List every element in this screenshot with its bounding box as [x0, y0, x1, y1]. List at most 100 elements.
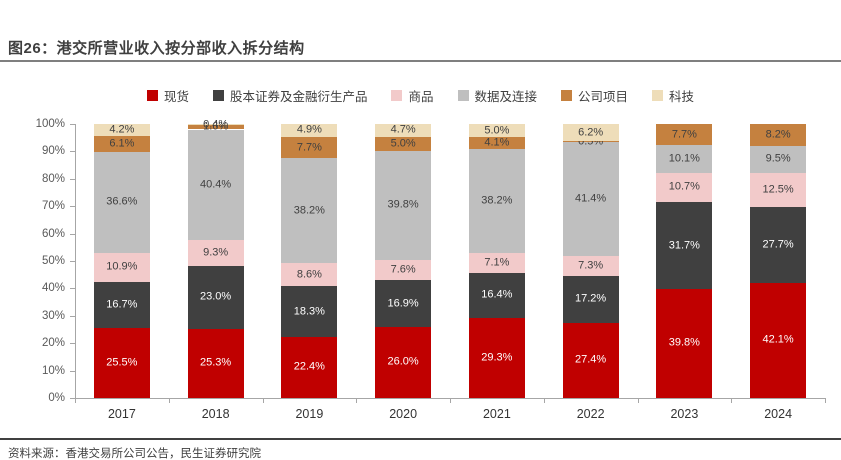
y-axis-tick: [70, 315, 75, 317]
legend-item: 科技: [652, 86, 694, 105]
y-axis-tick: [70, 343, 75, 345]
y-axis-tick: [70, 233, 75, 235]
legend-swatch-icon: [457, 89, 469, 101]
bar-segment: [93, 282, 150, 329]
y-axis-tick-label: 50%: [41, 255, 65, 267]
title-underline: [0, 60, 841, 62]
legend-item: 现货: [146, 86, 189, 105]
bar-segment: [468, 317, 525, 398]
bar-segment: [187, 129, 244, 241]
bar-segment: [656, 202, 713, 289]
bar-segment: [93, 152, 150, 253]
legend-item: 股本证券及金融衍生产品: [212, 86, 368, 105]
bar-segment: [375, 259, 432, 281]
bar-segment: [187, 240, 244, 266]
x-axis-tick: [637, 398, 639, 403]
source-note: 资料来源：香港交易所公司公告，民生证券研究院: [8, 448, 261, 460]
bar-segment: [468, 148, 525, 254]
legend-item: 商品: [391, 86, 434, 105]
legend-label: 科技: [669, 89, 695, 104]
x-axis-tick: [75, 398, 76, 403]
legend-swatch-icon: [146, 89, 158, 101]
legend-label: 现货: [163, 89, 189, 104]
bar-segment: [468, 137, 525, 149]
bar-segment: [187, 124, 244, 126]
bar-segment: [562, 141, 619, 143]
x-axis-category-label: 2023: [670, 407, 699, 421]
y-axis-tick-label: 20%: [41, 337, 65, 350]
bar-segment: [750, 172, 807, 207]
x-axis-tick: [450, 398, 451, 403]
bar-column: 27.4% 17.2% 7.3% 41.4% 0.5% 6.2%: [562, 124, 619, 398]
bar-segment: [562, 255, 619, 276]
bar-column: 42.1% 27.7% 12.5% 9.5% 8.2%: [750, 124, 807, 398]
chart-legend: 现货 股本证券及金融衍生产品 商品 数据及连接 公司项目 科技: [0, 86, 841, 104]
bar-segment: [562, 124, 619, 141]
x-axis-category-label: 2019: [295, 407, 324, 421]
legend-swatch-icon: [212, 89, 224, 101]
legend-swatch-icon: [391, 89, 403, 101]
bar-segment: [656, 145, 713, 173]
bar-segment: [93, 135, 150, 153]
bar-segment: [281, 158, 338, 263]
bar-segment: [375, 124, 432, 137]
y-axis-tick-label: 30%: [41, 309, 65, 322]
bar-segment: [562, 142, 619, 256]
bar-segment: [750, 282, 807, 398]
y-axis-tick: [70, 288, 75, 290]
bar-column: 26.0% 16.9% 7.6% 39.8% 5.0% 4.7%: [375, 124, 432, 398]
bar-segment: [468, 272, 525, 318]
legend-label: 股本证券及金融衍生产品: [229, 89, 368, 104]
bar-segment: [93, 124, 150, 136]
chart-title: 图26：港交所营业收入按分部收入拆分结构: [8, 40, 305, 57]
footer-rule: [0, 438, 841, 440]
bar-column: 25.5% 16.7% 10.9% 36.6% 6.1% 4.2%: [93, 124, 150, 398]
x-axis-tick: [262, 398, 264, 403]
bar-column: 39.8% 31.7% 10.7% 10.1% 7.7%: [656, 124, 713, 398]
bar-segment: [656, 288, 713, 398]
legend-label: 商品: [408, 89, 434, 104]
bar-segment: [375, 136, 432, 151]
y-axis-tick-label: 80%: [41, 172, 65, 185]
legend-label: 公司项目: [578, 89, 629, 104]
bar-segment: [375, 150, 432, 260]
x-axis-category-label: 2024: [764, 407, 793, 421]
bar-segment: [750, 124, 807, 147]
y-axis-tick-label: 40%: [41, 282, 65, 295]
y-axis-tick-label: 0%: [48, 392, 65, 404]
y-axis-tick: [70, 151, 75, 153]
x-axis-tick: [731, 398, 733, 403]
bar-segment: [468, 253, 525, 273]
bar-segment: [656, 124, 713, 146]
y-axis-tick-label: 70%: [41, 200, 65, 213]
bar-segment: [750, 206, 807, 283]
y-axis-tick-label: 90%: [41, 145, 65, 158]
bar-column: 25.3% 23.0% 9.3% 40.4% 1.6% 0.4%: [187, 119, 244, 398]
y-axis-tick-label: 10%: [41, 364, 65, 377]
y-axis-tick: [70, 178, 75, 180]
bar-segment: [375, 280, 432, 327]
x-axis-category-label: 2020: [389, 407, 418, 421]
bar-segment: [281, 137, 338, 159]
bar-segment: [281, 262, 338, 287]
bar-column: 22.4% 18.3% 8.6% 38.2% 7.7% 4.9%: [281, 123, 338, 398]
y-axis-tick-label: 60%: [41, 227, 65, 240]
y-axis-tick: [70, 370, 75, 372]
y-axis-line: [75, 124, 76, 399]
x-axis-tick: [825, 398, 826, 403]
y-axis-tick: [70, 261, 75, 262]
bar-segment: [656, 172, 713, 203]
bar-column: 29.3% 16.4% 7.1% 38.2% 4.1% 5.0%: [468, 123, 525, 398]
legend-swatch-icon: [652, 89, 664, 101]
legend-item: 公司项目: [561, 86, 628, 105]
bar-segment: [93, 252, 150, 283]
bar-segment: [750, 146, 807, 173]
bar-segment: [281, 123, 338, 138]
y-axis-tick-label: 100%: [35, 118, 65, 130]
bar-segment: [562, 322, 619, 398]
x-axis-tick: [543, 398, 545, 403]
x-axis-category-label: 2017: [107, 407, 136, 421]
bar-segment: [375, 326, 432, 398]
